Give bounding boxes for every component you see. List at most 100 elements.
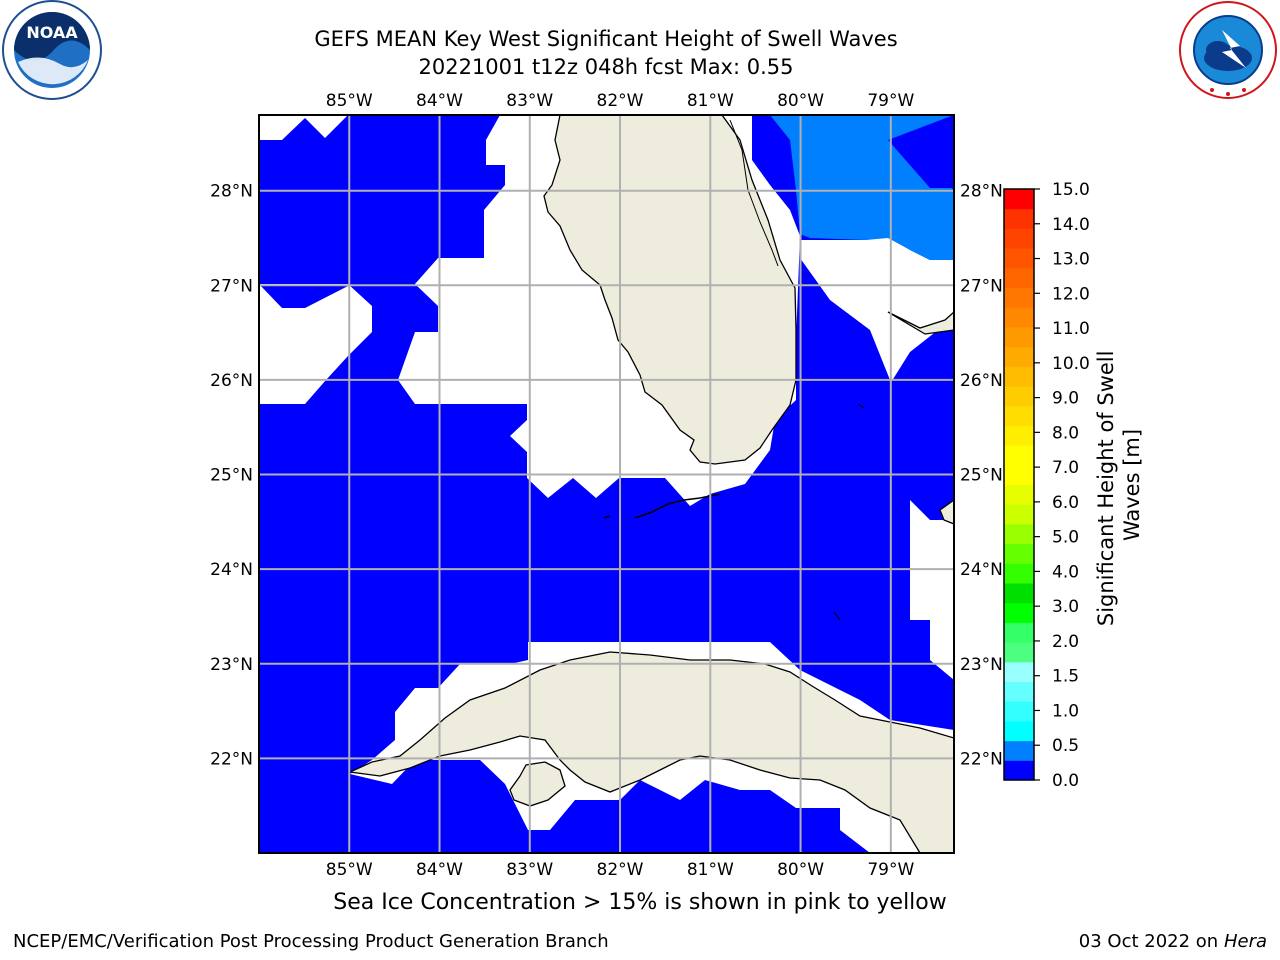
colorbar-tick-label: 13.0 (1052, 250, 1090, 270)
lat-tick-label: 25°N (960, 466, 1003, 486)
lat-tick-label: 25°N (210, 466, 253, 486)
lat-tick-label: 28°N (210, 182, 253, 202)
colorbar-tick-label: 1.0 (1052, 701, 1079, 721)
colorbar-segment (1004, 602, 1034, 623)
colorbar-segment (1004, 484, 1034, 505)
colorbar-segment (1004, 543, 1034, 564)
lon-tick-label: 84°W (416, 860, 463, 880)
colorbar-segment (1004, 346, 1034, 367)
map-frame (258, 114, 955, 854)
date-text: 03 Oct 2022 on (1078, 931, 1219, 952)
lon-tick-label: 83°W (506, 91, 553, 111)
colorbar-segment (1004, 386, 1034, 407)
colorbar-segment (1004, 248, 1034, 269)
lon-tick-label: 85°W (326, 860, 373, 880)
lat-tick-label: 26°N (960, 371, 1003, 391)
land-bahamas (887, 311, 954, 335)
lon-tick-label: 81°W (687, 91, 734, 111)
map-panel (259, 115, 954, 853)
florida-keys (603, 493, 721, 519)
lat-tick-label: 22°N (960, 749, 1003, 769)
colorbar-tick-label: 6.0 (1052, 493, 1079, 513)
lon-tick-label: 85°W (326, 91, 373, 111)
colorbar-segment (1004, 563, 1034, 584)
land-florida (543, 115, 797, 465)
lon-labels-bottom: 85°W 84°W 83°W 82°W 81°W 80°W 79°W (326, 860, 915, 880)
colorbar-segment (1004, 523, 1034, 545)
colorbar-tick-label: 9.0 (1052, 389, 1079, 409)
graticule (259, 115, 954, 853)
colorbar-tick-label: 14.0 (1052, 215, 1090, 235)
colorbar-tick-label: 2.0 (1052, 632, 1079, 652)
colorbar-tick-label: 5.0 (1052, 528, 1079, 548)
colorbar-tick-label: 1.5 (1052, 667, 1079, 687)
lon-labels-top: 85°W 84°W 83°W 82°W 81°W 80°W 79°W (326, 91, 915, 111)
lon-tick-label: 83°W (506, 860, 553, 880)
lat-tick-label: 23°N (960, 655, 1003, 675)
lon-tick-label: 82°W (597, 860, 644, 880)
land-andros (939, 499, 954, 525)
swell-field-mid (770, 115, 954, 260)
colorbar-tick-label: 15.0 (1052, 180, 1090, 200)
colorbar-segment (1004, 760, 1034, 781)
land-cuba (347, 651, 954, 853)
colorbar-segment (1004, 622, 1034, 643)
land-isla-juventud (509, 761, 566, 807)
nws-logo (1179, 1, 1277, 99)
lon-tick-label: 80°W (777, 91, 824, 111)
host-name: Hera (1223, 931, 1267, 952)
colorbar-segment (1004, 464, 1034, 485)
lat-tick-label: 27°N (210, 276, 253, 296)
colorbar-tick-label: 0.5 (1052, 736, 1079, 756)
title-line-1: GEFS MEAN Key West Significant Height of… (314, 27, 898, 51)
colorbar-frame (1003, 188, 1035, 781)
lon-tick-label: 79°W (867, 91, 914, 111)
swell-nodata-west (259, 284, 372, 404)
lat-tick-label: 28°N (960, 182, 1003, 202)
lon-tick-label: 79°W (867, 860, 914, 880)
colorbar-segment (1004, 208, 1034, 229)
date-stamp: 03 Oct 2022 on Hera (1079, 931, 1267, 952)
colorbar-segment (1004, 445, 1034, 466)
colorbar-segment (1004, 701, 1034, 722)
lat-tick-label: 23°N (210, 655, 253, 675)
swell-field-ne-low (888, 115, 954, 188)
colorbar-tick-label: 0.0 (1052, 771, 1079, 791)
colorbar-segment (1004, 642, 1034, 663)
noaa-logo-text: NOAA (26, 23, 78, 42)
lat-tick-label: 27°N (960, 276, 1003, 296)
colorbar-segment (1004, 307, 1034, 328)
colorbar-segment (1004, 661, 1034, 682)
lon-tick-label: 80°W (777, 860, 824, 880)
colorbar-tick-label: 12.0 (1052, 284, 1090, 304)
colorbar-segment (1004, 720, 1034, 742)
lat-tick-label: 24°N (210, 560, 253, 580)
lon-tick-label: 84°W (416, 91, 463, 111)
colorbar-tick-label: 8.0 (1052, 423, 1079, 443)
colorbar-tick-label: 11.0 (1052, 319, 1090, 339)
colorbar-segment (1004, 267, 1034, 288)
noaa-logo: NOAA (2, 0, 102, 100)
title-line-2: 20221001 t12z 048h fcst Max: 0.55 (418, 55, 794, 79)
sea-ice-note: Sea Ice Concentration > 15% is shown in … (333, 890, 947, 915)
colorbar-segment (1004, 366, 1034, 387)
coast-detail-east (729, 119, 865, 621)
lat-tick-label: 22°N (210, 749, 253, 769)
colorbar-segment (1004, 681, 1034, 702)
colorbar-segment (1004, 740, 1034, 761)
colorbar-segment (1004, 189, 1034, 210)
lat-labels-right: 28°N 27°N 26°N 25°N 24°N 23°N 22°N (960, 182, 1003, 770)
colorbar-label: Significant Height of Swell Waves [m] (1094, 344, 1144, 626)
colorbar-segment (1004, 228, 1034, 249)
colorbar-segment (1004, 405, 1034, 426)
colorbar: 15.0 14.0 13.0 12.0 11.0 10.0 9.0 8.0 7.0 6.0 5.0 4… (1003, 180, 1090, 791)
lat-tick-label: 26°N (210, 371, 253, 391)
colorbar-tick-label: 4.0 (1052, 562, 1079, 582)
colorbar-tick-label: 7.0 (1052, 458, 1079, 478)
colorbar-tick-label: 10.0 (1052, 354, 1090, 374)
colorbar-segment (1004, 287, 1034, 308)
colorbar-segment (1004, 583, 1034, 604)
credit-line: NCEP/EMC/Verification Post Processing Pr… (13, 931, 609, 952)
colorbar-segment (1004, 425, 1034, 446)
